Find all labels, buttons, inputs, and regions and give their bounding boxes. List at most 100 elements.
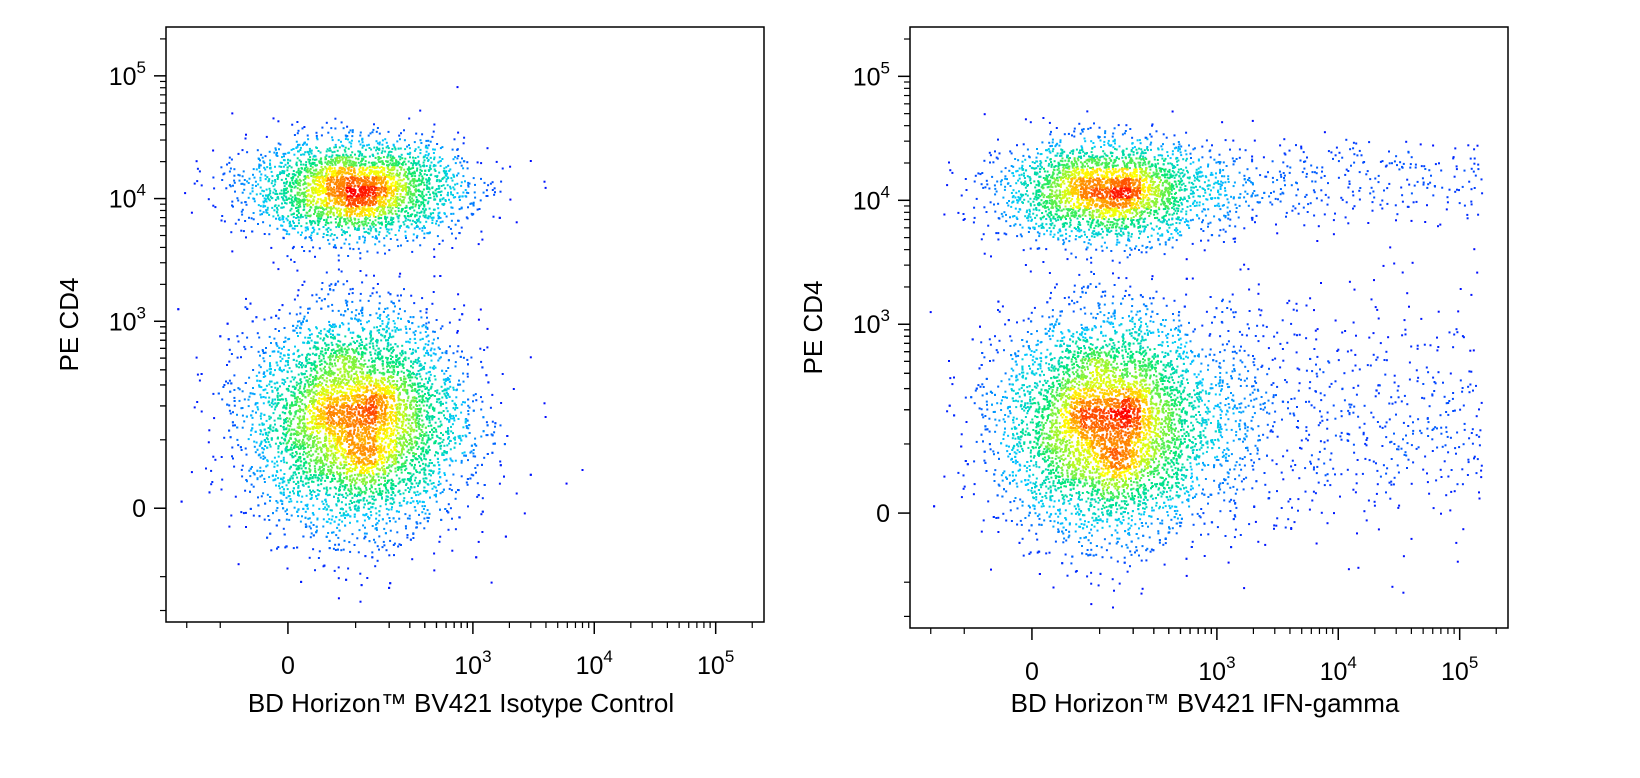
event-point (493, 431, 496, 434)
event-point (444, 451, 447, 454)
event-point (439, 221, 442, 224)
event-point (415, 521, 418, 524)
event-point (258, 371, 261, 374)
event-point (271, 206, 274, 209)
event-point (474, 437, 477, 440)
event-point (433, 407, 436, 410)
event-point (409, 198, 412, 201)
event-point (438, 156, 441, 159)
event-point (406, 501, 409, 504)
event-point (322, 339, 325, 342)
event-point (378, 231, 381, 234)
event-point (297, 484, 300, 487)
event-point (284, 364, 287, 367)
event-point (419, 464, 422, 467)
event-point (304, 447, 307, 450)
event-point (310, 494, 313, 496)
event-point (342, 145, 345, 148)
event-point (298, 355, 300, 358)
event-point (245, 526, 247, 528)
event-point (378, 487, 381, 490)
event-point (298, 444, 301, 447)
event-point (349, 508, 352, 511)
event-point (416, 422, 419, 424)
event-point (406, 392, 409, 395)
event-point (374, 349, 377, 352)
event-point (286, 166, 289, 169)
event-point (480, 408, 483, 411)
event-point (372, 155, 375, 157)
event-point (348, 131, 351, 134)
event-point (241, 332, 244, 335)
event-point (439, 404, 442, 407)
event-point (390, 478, 393, 481)
event-point (323, 464, 326, 467)
event-point (425, 431, 428, 434)
event-point (274, 328, 277, 330)
event-point (365, 224, 368, 227)
event-point (361, 146, 364, 149)
event-point (464, 434, 467, 437)
event-point (386, 161, 389, 164)
event-point (338, 154, 341, 157)
event-point (460, 164, 463, 167)
event-point (369, 340, 372, 343)
event-point (441, 390, 444, 393)
event-point (486, 434, 489, 437)
event-point (195, 160, 198, 163)
event-point (335, 343, 338, 346)
event-point (425, 449, 428, 452)
event-point (297, 198, 300, 201)
event-point (407, 472, 410, 474)
event-point (353, 544, 356, 546)
event-point (308, 470, 311, 473)
event-point (469, 202, 472, 205)
event-point (307, 328, 310, 331)
event-point (412, 331, 415, 334)
event-point (283, 420, 286, 423)
event-point (265, 194, 268, 197)
event-point (405, 456, 408, 459)
event-point (359, 152, 362, 154)
event-point (472, 452, 475, 455)
event-point (375, 291, 378, 294)
event-point (395, 474, 398, 477)
event-point (434, 454, 436, 457)
event-point (362, 497, 365, 500)
event-point (255, 184, 257, 187)
event-point (315, 136, 318, 139)
event-point (258, 379, 261, 382)
event-point (322, 508, 325, 510)
event-point (290, 446, 293, 449)
event-point (294, 225, 297, 227)
event-point (382, 310, 385, 313)
event-point (389, 520, 391, 523)
event-point (296, 121, 299, 123)
event-point (294, 194, 297, 197)
event-point (410, 365, 413, 368)
event-point (291, 123, 294, 126)
event-point (259, 433, 262, 436)
event-point (444, 351, 447, 354)
event-point (274, 402, 277, 405)
event-point (384, 138, 387, 141)
event-point (283, 341, 286, 343)
event-point (288, 467, 291, 470)
event-point (446, 410, 449, 413)
event-point (544, 416, 547, 418)
event-point (304, 336, 307, 339)
event-point (302, 341, 305, 344)
event-point (325, 508, 328, 511)
event-point (412, 455, 415, 458)
event-point (274, 147, 277, 150)
event-point (386, 145, 389, 148)
event-point (264, 174, 267, 177)
event-point (309, 469, 312, 472)
event-point (256, 469, 259, 472)
event-point (300, 225, 303, 228)
event-point (283, 170, 286, 173)
event-point (253, 176, 256, 179)
event-point (443, 167, 446, 170)
event-point (402, 499, 405, 502)
event-point (306, 228, 309, 231)
